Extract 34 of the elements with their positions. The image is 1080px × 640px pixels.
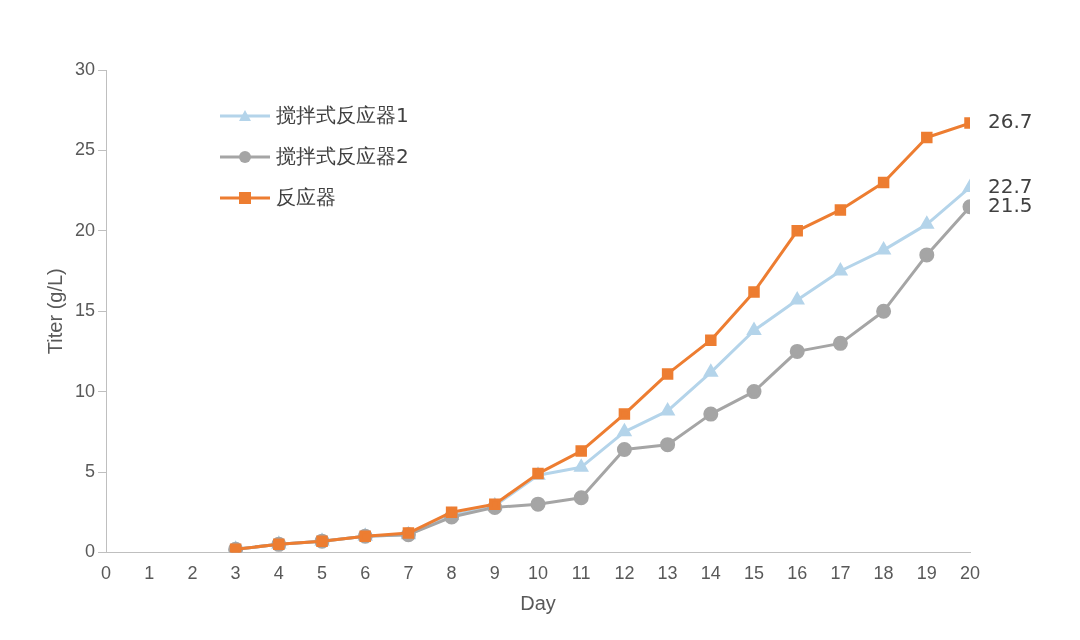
x-tick-label: 14 — [700, 563, 721, 584]
x-tick-label: 13 — [657, 563, 678, 584]
x-tick-label: 2 — [187, 563, 198, 584]
legend-label: 反应器 — [276, 184, 336, 211]
x-tick-label: 6 — [360, 563, 371, 584]
x-tick-label: 16 — [787, 563, 808, 584]
x-tick-label: 7 — [403, 563, 414, 584]
y-tick-label: 25 — [74, 139, 96, 160]
y-tick-label: 5 — [85, 460, 96, 481]
x-tick-label: 12 — [614, 563, 635, 584]
x-tick-label: 5 — [317, 563, 328, 584]
x-tick-label: 1 — [144, 563, 155, 584]
x-tick-label: 18 — [873, 563, 894, 584]
y-tick-label: 30 — [74, 58, 96, 79]
x-tick-label: 9 — [489, 563, 500, 584]
x-tick-label: 20 — [959, 563, 981, 584]
data-label: 26.7 — [988, 109, 1033, 134]
legend-label: 搅拌式反应器1 — [276, 102, 409, 129]
x-tick-label: 15 — [743, 563, 765, 584]
x-tick-label: 11 — [571, 563, 591, 584]
x-tick-label: 8 — [446, 563, 457, 584]
y-tick-label: 10 — [74, 380, 96, 401]
x-tick-label: 17 — [830, 563, 851, 584]
x-tick-label: 10 — [528, 563, 549, 584]
x-tick-label: 0 — [101, 563, 112, 584]
y-tick-label: 20 — [74, 219, 96, 240]
x-tick-label: 19 — [916, 563, 937, 584]
y-tick-label: 0 — [85, 541, 96, 562]
x-tick-label: 3 — [230, 563, 241, 584]
legend-label: 搅拌式反应器2 — [276, 143, 409, 170]
y-axis-title: Titer (g/L) — [43, 268, 66, 355]
y-tick-label: 15 — [74, 300, 96, 321]
x-axis-title: Day — [520, 591, 556, 614]
x-tick-label: 4 — [273, 563, 284, 584]
